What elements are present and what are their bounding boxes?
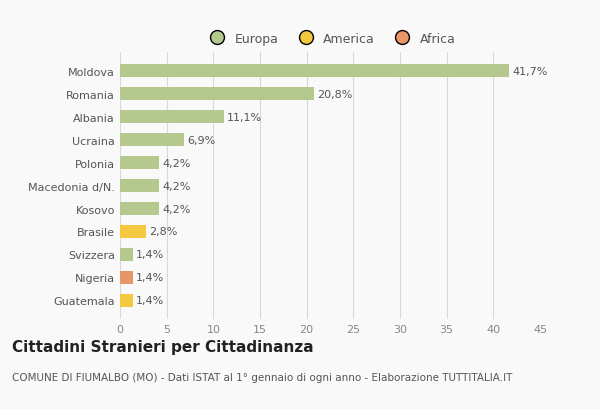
Bar [120,157,159,169]
Text: 1,4%: 1,4% [136,250,164,260]
Bar [120,111,224,124]
Text: 20,8%: 20,8% [317,90,352,99]
Text: Cittadini Stranieri per Cittadinanza: Cittadini Stranieri per Cittadinanza [12,339,314,355]
Text: 41,7%: 41,7% [512,67,547,76]
Text: 4,2%: 4,2% [162,158,190,168]
Text: 4,2%: 4,2% [162,181,190,191]
Bar [120,88,314,101]
Bar [120,294,133,307]
Text: COMUNE DI FIUMALBO (MO) - Dati ISTAT al 1° gennaio di ogni anno - Elaborazione T: COMUNE DI FIUMALBO (MO) - Dati ISTAT al … [12,372,512,382]
Bar [120,203,159,215]
Text: 6,9%: 6,9% [187,135,215,145]
Text: 1,4%: 1,4% [136,273,164,283]
Text: 4,2%: 4,2% [162,204,190,214]
Text: 2,8%: 2,8% [149,227,178,237]
Bar [120,65,509,78]
Text: 11,1%: 11,1% [226,112,262,122]
Text: 1,4%: 1,4% [136,296,164,306]
Legend: Europa, America, Africa: Europa, America, Africa [199,27,461,50]
Bar [120,226,146,238]
Bar [120,134,184,146]
Bar [120,272,133,284]
Bar [120,249,133,261]
Bar [120,180,159,192]
